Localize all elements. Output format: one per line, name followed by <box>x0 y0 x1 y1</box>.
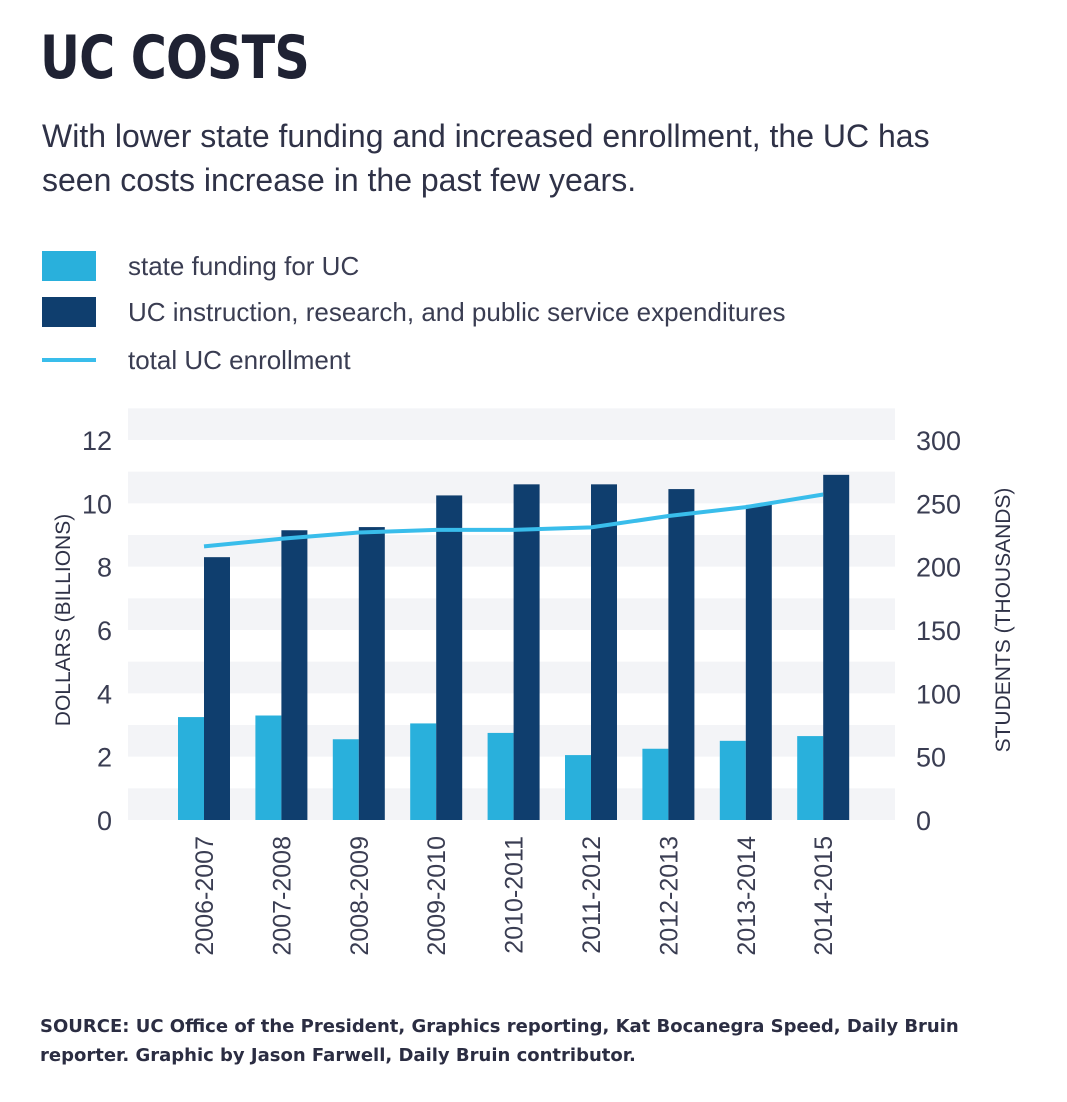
y-tick-right: 250 <box>916 489 961 519</box>
bar-expenditures <box>823 474 850 820</box>
bar-expenditures <box>745 504 772 820</box>
bar-state-funding <box>255 715 282 820</box>
bar-state-funding <box>487 732 514 820</box>
legend-item-expenditures: UC instruction, research, and public ser… <box>42 294 786 330</box>
legend-swatch-state-funding <box>42 251 96 281</box>
y-tick-right: 200 <box>916 553 961 583</box>
subtitle: With lower state funding and increased e… <box>42 118 930 198</box>
x-tick-label: 2007-2008 <box>268 836 296 956</box>
x-tick-label: 2014-2015 <box>810 836 838 956</box>
y-tick-right: 0 <box>916 806 931 836</box>
x-tick-label: 2006-2007 <box>191 836 219 956</box>
bars <box>178 474 850 820</box>
source-note: SOURCE: UC Office of the President, Grap… <box>40 1016 959 1066</box>
grid-band <box>128 471 895 504</box>
bar-state-funding <box>332 739 359 820</box>
grid-band <box>128 408 895 440</box>
bar-expenditures <box>591 484 617 820</box>
y-axis-left-label: DOLLARS (BILLIONS) <box>52 514 75 726</box>
legend-item-state-funding: state funding for UC <box>42 248 359 284</box>
bar-expenditures <box>204 557 230 820</box>
bar-expenditures <box>281 530 308 820</box>
x-axis-ticks: 2006-2007 2007-2008 2008-2009 2009-2010 2010… <box>191 836 838 956</box>
x-tick-label: 2008-2009 <box>346 836 374 956</box>
bar-state-funding <box>797 736 824 820</box>
legend-label-enrollment: total UC enrollment <box>128 344 351 375</box>
y-tick-left: 8 <box>97 553 112 583</box>
grid-band <box>128 598 895 630</box>
y-tick-left: 0 <box>97 806 112 836</box>
y-axis-right-ticks: 0 50 100 150 200 250 300 <box>916 426 961 836</box>
y-tick-right: 150 <box>916 616 961 646</box>
bar-state-funding <box>719 740 746 820</box>
enrollment-line-path <box>203 492 824 549</box>
y-tick-left: 4 <box>97 679 112 709</box>
bar-expenditures <box>513 484 540 820</box>
y-tick-left: 10 <box>82 489 112 519</box>
y-axis-right-label: STUDENTS (THOUSANDS) <box>992 488 1015 753</box>
y-tick-left: 2 <box>97 743 112 773</box>
bar-expenditures <box>436 495 463 820</box>
y-tick-left: 12 <box>82 426 112 456</box>
grid-band <box>128 535 895 567</box>
y-tick-left: 6 <box>97 616 112 646</box>
page-title: UC COSTS <box>40 23 310 93</box>
x-tick-label: 2011-2012 <box>578 836 606 954</box>
legend-swatch-expenditures <box>42 297 96 327</box>
y-tick-right: 50 <box>916 743 946 773</box>
x-tick-label: 2012-2013 <box>655 836 683 956</box>
bar-expenditures <box>668 489 695 820</box>
bar-state-funding <box>178 717 204 820</box>
y-axis-left-ticks: 0 2 4 6 8 10 12 <box>82 426 112 836</box>
grid-band <box>128 661 895 694</box>
x-tick-label: 2013-2014 <box>733 836 761 956</box>
legend-line-enrollment <box>42 358 96 362</box>
bar-expenditures <box>358 527 385 820</box>
x-tick-label: 2009-2010 <box>423 836 451 956</box>
y-tick-right: 300 <box>916 426 961 456</box>
bar-state-funding <box>642 748 669 820</box>
bar-state-funding <box>565 755 591 820</box>
enrollment-line <box>203 492 824 549</box>
bar-state-funding <box>410 723 437 820</box>
y-tick-right: 100 <box>916 679 961 709</box>
x-tick-label: 2010-2011 <box>501 836 529 954</box>
legend-label-state-funding: state funding for UC <box>128 250 360 281</box>
legend-item-enrollment: total UC enrollment <box>42 342 351 378</box>
legend-label-expenditures: UC instruction, research, and public ser… <box>128 296 786 327</box>
